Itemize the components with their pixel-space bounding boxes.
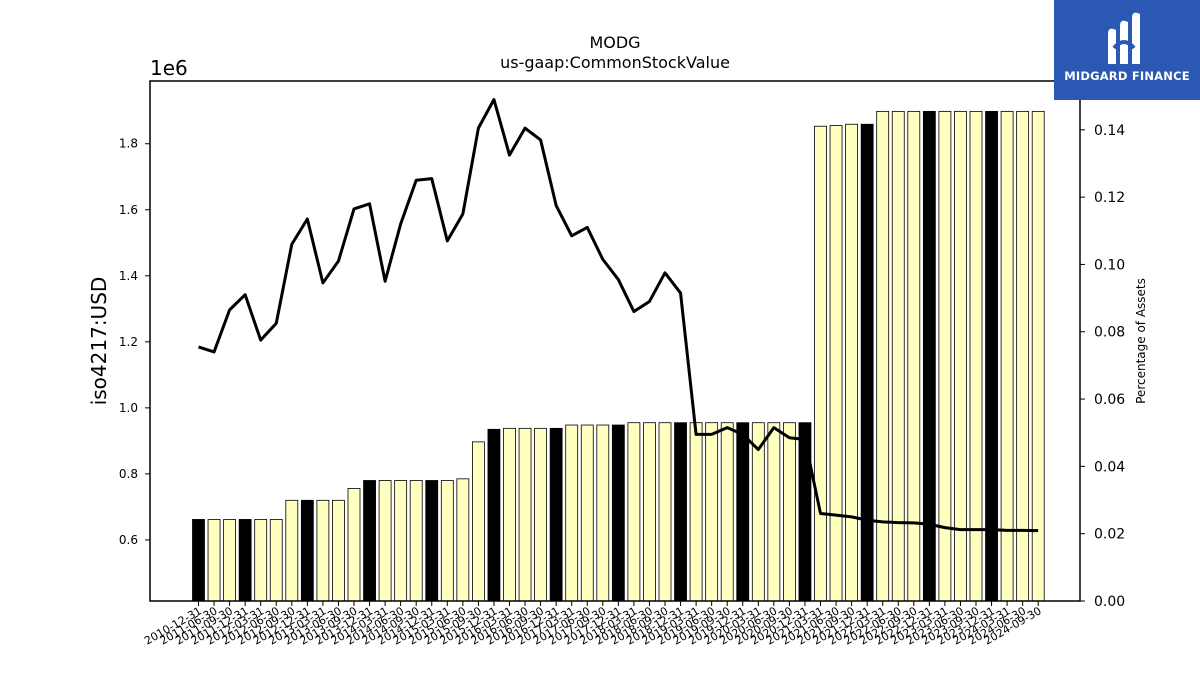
bar-2012-03-31 xyxy=(254,519,268,602)
bar-2012-06-30 xyxy=(269,519,283,602)
bar-2011-09-30 xyxy=(223,519,237,602)
y2-tick-label: 0.08 xyxy=(1094,325,1125,341)
bar-2021-03-31 xyxy=(814,125,827,602)
bar-2017-03-31 xyxy=(565,424,579,602)
midgard-logo-icon xyxy=(1108,12,1140,65)
bar-2015-09-30 xyxy=(471,441,485,602)
bar-2015-12-31 xyxy=(487,428,501,602)
chart-subtitle: us-gaap:CommonStockValue xyxy=(500,53,730,72)
bar-2018-06-30 xyxy=(643,422,656,602)
y2-tick-label: 0.06 xyxy=(1094,392,1125,408)
y2-tick-label: 0.12 xyxy=(1094,190,1125,206)
bar-2012-12-31 xyxy=(300,499,314,602)
bar-2015-03-31 xyxy=(440,480,454,602)
y2-tick-label: 0.10 xyxy=(1094,257,1125,273)
y2-tick-label: 0.14 xyxy=(1094,123,1125,139)
bar-2018-03-31 xyxy=(627,422,641,602)
y-tick-label: 1.2 xyxy=(119,335,138,349)
bar-2013-06-30 xyxy=(332,499,345,602)
y-offset-label: 1e6 xyxy=(150,56,188,80)
bar-2021-12-31 xyxy=(860,123,874,602)
bar-2013-09-30 xyxy=(347,488,361,602)
bar-2020-09-30 xyxy=(783,422,796,602)
plot-frame xyxy=(149,80,1081,602)
bar-2013-03-31 xyxy=(316,499,330,602)
bar-2016-03-31 xyxy=(503,427,516,602)
logo-text: MIDGARD FINANCE xyxy=(1064,69,1190,83)
bar-2014-03-31 xyxy=(378,480,392,602)
bar-2017-06-30 xyxy=(580,424,594,602)
percentage-line xyxy=(198,98,1039,533)
bar-2024-09-30 xyxy=(1031,110,1045,602)
bar-2014-12-31 xyxy=(425,480,439,602)
bar-2019-06-30 xyxy=(705,422,719,602)
bar-2023-09-30 xyxy=(969,110,983,602)
bar-2016-06-30 xyxy=(518,427,532,602)
bar-2022-06-30 xyxy=(891,110,905,602)
bar-2019-09-30 xyxy=(720,422,734,602)
bar-2019-12-31 xyxy=(736,422,750,602)
bar-2011-06-30 xyxy=(207,519,221,602)
y2-tick-label: 0.02 xyxy=(1094,527,1125,543)
bar-2015-06-30 xyxy=(456,478,470,602)
y2-tick-label: 0.00 xyxy=(1094,594,1125,610)
y-axis-label: iso4217:USD xyxy=(87,277,111,406)
bar-2023-12-31 xyxy=(985,110,998,602)
bar-2012-09-30 xyxy=(285,499,299,602)
bar-2022-12-31 xyxy=(922,110,936,602)
chart-title: MODG xyxy=(589,33,640,52)
bar-2021-09-30 xyxy=(845,123,858,602)
bar-2011-12-31 xyxy=(238,519,252,602)
bar-2018-12-31 xyxy=(674,422,687,602)
bar-2020-12-31 xyxy=(798,422,812,602)
bar-2016-09-30 xyxy=(534,427,547,602)
bar-2013-12-31 xyxy=(363,480,376,602)
y-tick-label: 0.6 xyxy=(119,533,138,547)
bar-2022-09-30 xyxy=(907,110,921,602)
y2-tick-label: 0.04 xyxy=(1094,459,1125,475)
y-tick-label: 1.6 xyxy=(119,203,138,217)
bar-2017-12-31 xyxy=(611,424,625,602)
bar-2024-06-30 xyxy=(1016,110,1030,602)
bar-2016-12-31 xyxy=(549,427,563,602)
bar-2018-09-30 xyxy=(658,422,672,602)
y-tick-label: 1.4 xyxy=(119,269,138,283)
bar-2023-06-30 xyxy=(954,110,967,602)
y-tick-label: 1.0 xyxy=(119,401,138,415)
bar-2014-09-30 xyxy=(409,480,423,602)
bar-2024-03-31 xyxy=(1000,110,1014,602)
bar-2021-06-30 xyxy=(829,125,843,602)
bar-2017-09-30 xyxy=(596,424,610,602)
bar-2019-03-31 xyxy=(689,422,703,602)
y2-axis-label: Percentage of Assets xyxy=(1134,278,1148,404)
y-tick-label: 1.8 xyxy=(119,137,138,151)
bar-2014-06-30 xyxy=(394,480,408,602)
logo: MIDGARD FINANCE xyxy=(1054,0,1200,100)
bar-2010-12-31 xyxy=(192,519,205,602)
bar-2020-06-30 xyxy=(767,422,781,602)
bar-2022-03-31 xyxy=(876,110,890,602)
y-tick-label: 0.8 xyxy=(119,467,138,481)
